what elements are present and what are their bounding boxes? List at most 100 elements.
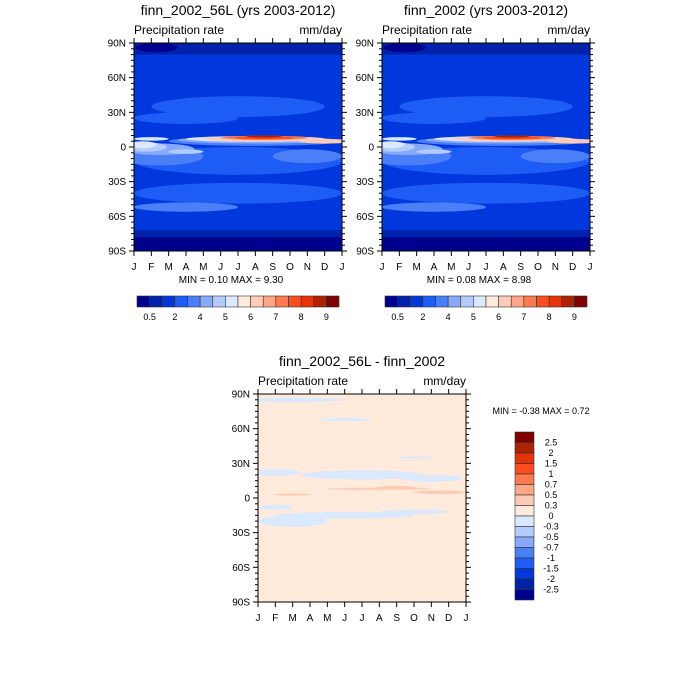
colorbar-box <box>548 295 563 308</box>
colorbar-box <box>300 295 315 308</box>
contour-patch <box>168 149 204 154</box>
y-tick-label: 0 <box>244 494 250 505</box>
contour-patch <box>134 202 238 212</box>
colorbar-label: 1 <box>548 469 553 479</box>
colorbar-box <box>514 494 535 506</box>
contour-patch <box>382 182 590 204</box>
colorbar-box <box>523 295 537 308</box>
left-string: Precipitation rate <box>134 23 224 37</box>
min-max-stats: MIN = -0.38 MAX = 0.72 <box>492 406 589 416</box>
colorbar-label: 2.5 <box>545 438 558 448</box>
colorbar-box <box>514 578 535 590</box>
colorbar-label: 0.3 <box>545 501 558 511</box>
colorbar-box <box>212 295 226 308</box>
contour-patch <box>414 490 466 494</box>
colorbar-label: -1.5 <box>543 564 559 574</box>
x-tick-label: N <box>428 613 435 624</box>
x-tick-label: J <box>256 613 261 624</box>
plot-panel-0 <box>129 38 347 308</box>
colorbar-box <box>514 505 535 517</box>
contour-patch <box>246 135 282 138</box>
colorbar-label: 4 <box>446 312 451 322</box>
colorbar-box <box>397 295 411 308</box>
x-tick-label: A <box>431 262 438 273</box>
contour-patch <box>258 504 293 510</box>
plot-title: finn_2002 (yrs 2003-2012) <box>404 2 568 18</box>
colorbar-box <box>435 295 449 308</box>
contour-patch <box>494 135 530 138</box>
y-tick-label: 60N <box>356 73 374 84</box>
colorbar-label: 1.5 <box>545 459 558 469</box>
left-string: Precipitation rate <box>382 23 472 37</box>
x-tick-label: O <box>534 262 542 273</box>
contour-band <box>382 237 590 251</box>
colorbar-box <box>561 295 575 308</box>
contour-band <box>382 54 590 64</box>
contour-patch <box>298 138 342 144</box>
colorbar-label: -2.5 <box>543 585 559 595</box>
contour-patch <box>135 43 178 53</box>
x-tick-label: M <box>199 262 207 273</box>
contour-band <box>134 43 342 55</box>
contour-band <box>134 54 342 64</box>
x-tick-label: D <box>569 262 576 273</box>
plot-panel-1 <box>377 38 595 308</box>
x-tick-label: F <box>148 262 154 273</box>
left-string: Precipitation rate <box>258 374 348 388</box>
min-max-stats: MIN = 0.10 MAX = 9.30 <box>179 275 284 286</box>
colorbar-box <box>199 295 214 308</box>
x-tick-label: J <box>484 262 489 273</box>
x-tick-label: M <box>288 613 296 624</box>
min-max-stats: MIN = 0.08 MAX = 8.98 <box>427 275 532 286</box>
y-tick-label: 30S <box>108 177 126 188</box>
field <box>134 43 342 251</box>
colorbar-box <box>409 295 424 308</box>
colorbar-label: 7 <box>273 312 278 322</box>
x-tick-label: J <box>132 262 137 273</box>
contour-band <box>134 237 342 251</box>
contour-patch <box>546 138 590 144</box>
colorbar-label: 0.7 <box>545 480 558 490</box>
contour-patch <box>275 493 310 496</box>
y-tick-label: 30S <box>232 528 250 539</box>
x-tick-label: J <box>380 262 385 273</box>
contour-patch <box>258 515 328 527</box>
y-tick-label: 30N <box>356 108 374 119</box>
colorbar-label: 2 <box>548 448 553 458</box>
contour-patch <box>379 509 449 515</box>
colorbar-box <box>187 295 201 308</box>
contour-patch <box>301 470 423 480</box>
contour-patch <box>382 141 405 149</box>
y-tick-label: 90S <box>232 598 250 609</box>
colorbar-label: 0 <box>548 511 553 521</box>
x-tick-label: M <box>412 262 420 273</box>
contour-patch <box>383 43 426 53</box>
y-tick-label: 60N <box>108 73 126 84</box>
colorbar-box <box>326 295 340 308</box>
colorbar-label: 9 <box>572 312 577 322</box>
x-tick-label: N <box>552 262 559 273</box>
colorbar-box <box>225 295 239 308</box>
y-tick-label: 60S <box>232 563 250 574</box>
contour-patch <box>258 469 302 477</box>
colorbar-label: 7 <box>521 312 526 322</box>
colorbar-box <box>275 295 289 308</box>
colorbar-label: 8 <box>547 312 552 322</box>
x-tick-label: O <box>286 262 294 273</box>
colorbar-box <box>514 515 535 527</box>
y-tick-label: 90S <box>356 247 374 258</box>
colorbar-label: 0.5 <box>545 490 558 500</box>
field <box>382 43 590 251</box>
colorbar-label: -2 <box>547 574 555 584</box>
colorbar-box <box>514 484 535 496</box>
colorbar-box <box>514 463 535 475</box>
y-tick-label: 90S <box>108 247 126 258</box>
contour-patch <box>134 112 238 124</box>
contour-patch <box>151 96 325 117</box>
x-tick-label: A <box>252 262 259 273</box>
colorbar-label: 5 <box>471 312 476 322</box>
contour-patch <box>399 96 573 117</box>
x-tick-label: M <box>447 262 455 273</box>
colorbar-box <box>536 295 550 308</box>
